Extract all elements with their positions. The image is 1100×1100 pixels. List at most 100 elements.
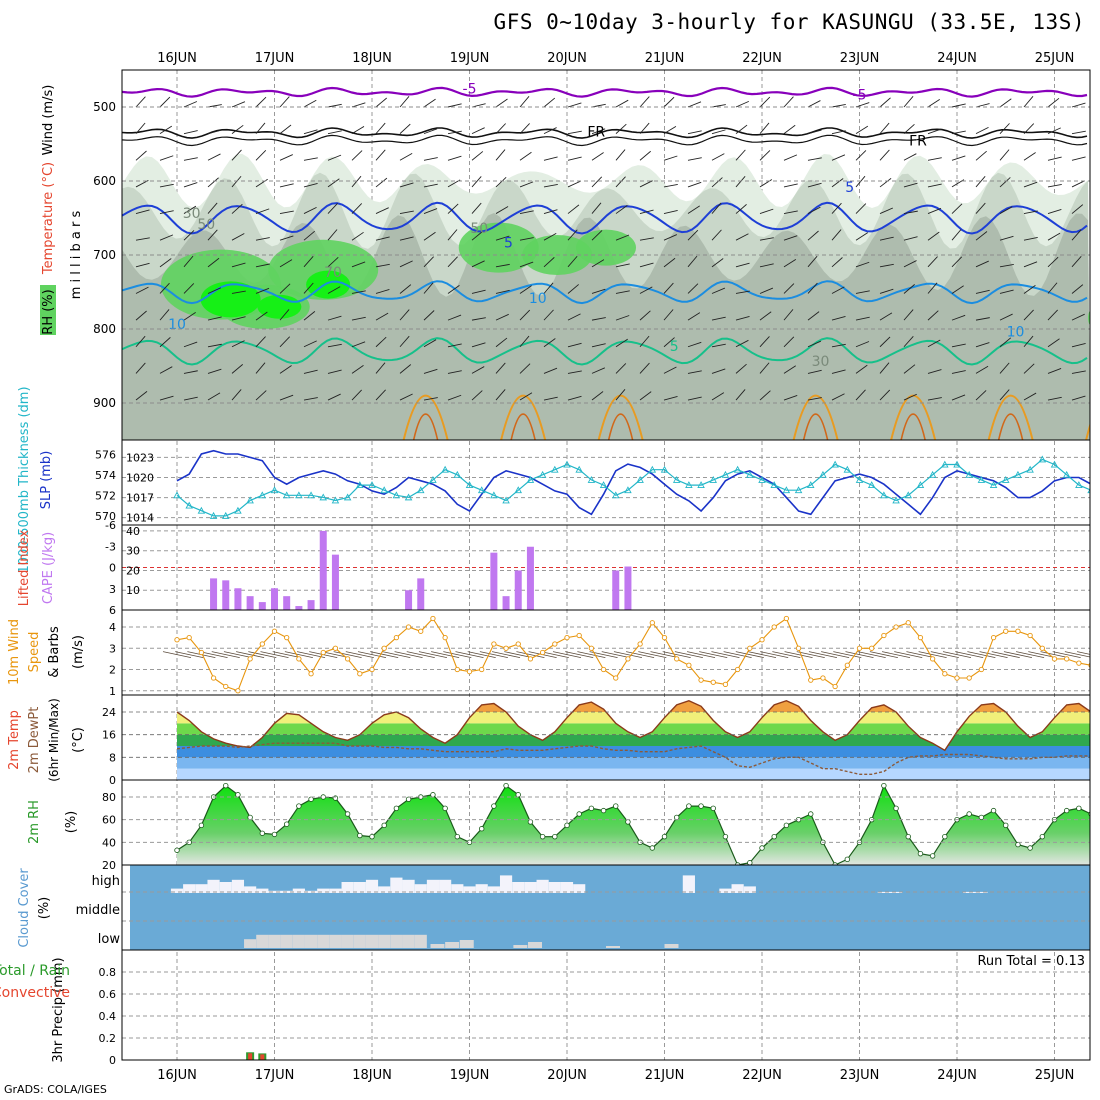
- wind-barb: [687, 181, 702, 188]
- temp-band: [177, 757, 1090, 769]
- wind-barb: [999, 177, 1011, 188]
- cloud-level-high: high: [92, 874, 120, 889]
- temp-band: [177, 746, 1090, 758]
- wind-barb: [855, 261, 870, 268]
- rh-point: [613, 803, 619, 809]
- wind-barb: [447, 155, 462, 161]
- thickness-point: [916, 481, 925, 489]
- cloud-high-bar: [231, 879, 245, 893]
- wind-barb: [159, 183, 174, 188]
- thickness-point: [490, 491, 498, 499]
- wind-barb: [183, 101, 198, 108]
- wind-barb: [1023, 335, 1034, 348]
- wind-barb: [807, 100, 821, 108]
- wind-speed-point: [893, 624, 899, 630]
- wind-barb-10m: [406, 651, 435, 659]
- wind-barb: [783, 96, 794, 108]
- wind-barb: [879, 149, 890, 161]
- cloud-low-bar: [390, 934, 403, 948]
- precip-tick-label: 0: [109, 1054, 116, 1067]
- bottom-date-label: 23JUN: [840, 1068, 880, 1083]
- wind-barb: [471, 289, 486, 294]
- wind-speed-point: [1076, 660, 1082, 666]
- rh-point: [539, 833, 546, 840]
- wind-barb-10m: [760, 651, 789, 659]
- thickness-point: [709, 475, 718, 483]
- wind-barb: [255, 208, 270, 214]
- wind-barb: [759, 362, 770, 374]
- lifted-index-tick-label: 3: [109, 583, 116, 596]
- wind-barb: [879, 207, 894, 214]
- wind-barb: [1023, 95, 1034, 108]
- wind-barb: [399, 96, 410, 108]
- wind-barb: [159, 155, 174, 161]
- rh-point: [844, 856, 851, 863]
- contour-label: -5: [463, 82, 477, 98]
- wind-barb-10m: [991, 651, 1020, 659]
- wind-barb: [807, 182, 822, 188]
- cloud-low-bar: [365, 934, 379, 948]
- wind-barb: [687, 341, 702, 348]
- rh-saturated-area: [257, 294, 302, 319]
- rh-point: [686, 803, 692, 809]
- wind-barb: [951, 103, 966, 108]
- wind-barb: [639, 237, 654, 241]
- wind-barb: [831, 229, 842, 241]
- wind-barb: [735, 363, 747, 374]
- wind-barb: [807, 206, 821, 214]
- wind-speed-point: [1003, 628, 1009, 634]
- wind-barb: [351, 316, 366, 321]
- credit-label: GrADS: COLA/IGES: [4, 1083, 107, 1096]
- wind-speed-point: [271, 628, 278, 634]
- wind-barb: [231, 262, 246, 268]
- cloud-high-bar: [402, 879, 415, 893]
- cloud-high-bar: [292, 888, 305, 893]
- wind-barb: [783, 336, 795, 348]
- wind-barb-10m: [674, 651, 703, 659]
- wind-barb: [783, 124, 796, 135]
- cape-bar: [234, 588, 242, 610]
- wind-barb-10m: [175, 651, 204, 659]
- thickness-point: [1062, 470, 1071, 478]
- wind-barb: [519, 96, 530, 108]
- wind-barb: [855, 102, 870, 108]
- wind-barb-10m: [284, 651, 313, 659]
- wind-barb: [327, 286, 341, 294]
- thickness-point: [380, 486, 388, 494]
- wind-barb: [711, 129, 726, 135]
- wind-barb: [639, 122, 650, 134]
- temp-contour-20: [987, 394, 1034, 441]
- bottom-date-label: 17JUN: [255, 1068, 295, 1083]
- wind-barb: [207, 392, 221, 401]
- wind-barb: [207, 257, 220, 268]
- wind-speed-point: [905, 620, 911, 626]
- cape-tick-label: 20: [126, 564, 140, 577]
- wind-barb: [831, 315, 846, 321]
- wind-barb: [423, 368, 438, 374]
- temp-contour-20: [402, 394, 449, 441]
- wind-barb: [135, 122, 146, 134]
- thickness-point: [1075, 481, 1083, 489]
- wind-tick-label: 3: [109, 642, 116, 655]
- thickness-point: [1026, 465, 1034, 473]
- wind-barb: [543, 184, 558, 188]
- wind-barb: [639, 150, 651, 161]
- wind-barb: [759, 263, 774, 268]
- wind-barb: [231, 233, 245, 241]
- wind-barb: [207, 202, 218, 214]
- wind-barb: [759, 237, 774, 241]
- wind-barb: [591, 128, 606, 135]
- cape-bar: [526, 546, 534, 610]
- wind-barb: [855, 232, 868, 241]
- cloud-high-bar: [536, 879, 549, 893]
- wind-barb: [615, 234, 630, 241]
- wind-barb: [399, 123, 411, 134]
- wind-barb: [207, 177, 219, 188]
- cloud-high-bar: [573, 884, 586, 893]
- wind-barb: [687, 157, 702, 161]
- bottom-date-label: 19JUN: [450, 1068, 490, 1083]
- wind-barb: [903, 210, 918, 215]
- wind-barb: [495, 123, 506, 134]
- wind-barb: [903, 284, 915, 294]
- wind-barb-10m: [565, 651, 594, 659]
